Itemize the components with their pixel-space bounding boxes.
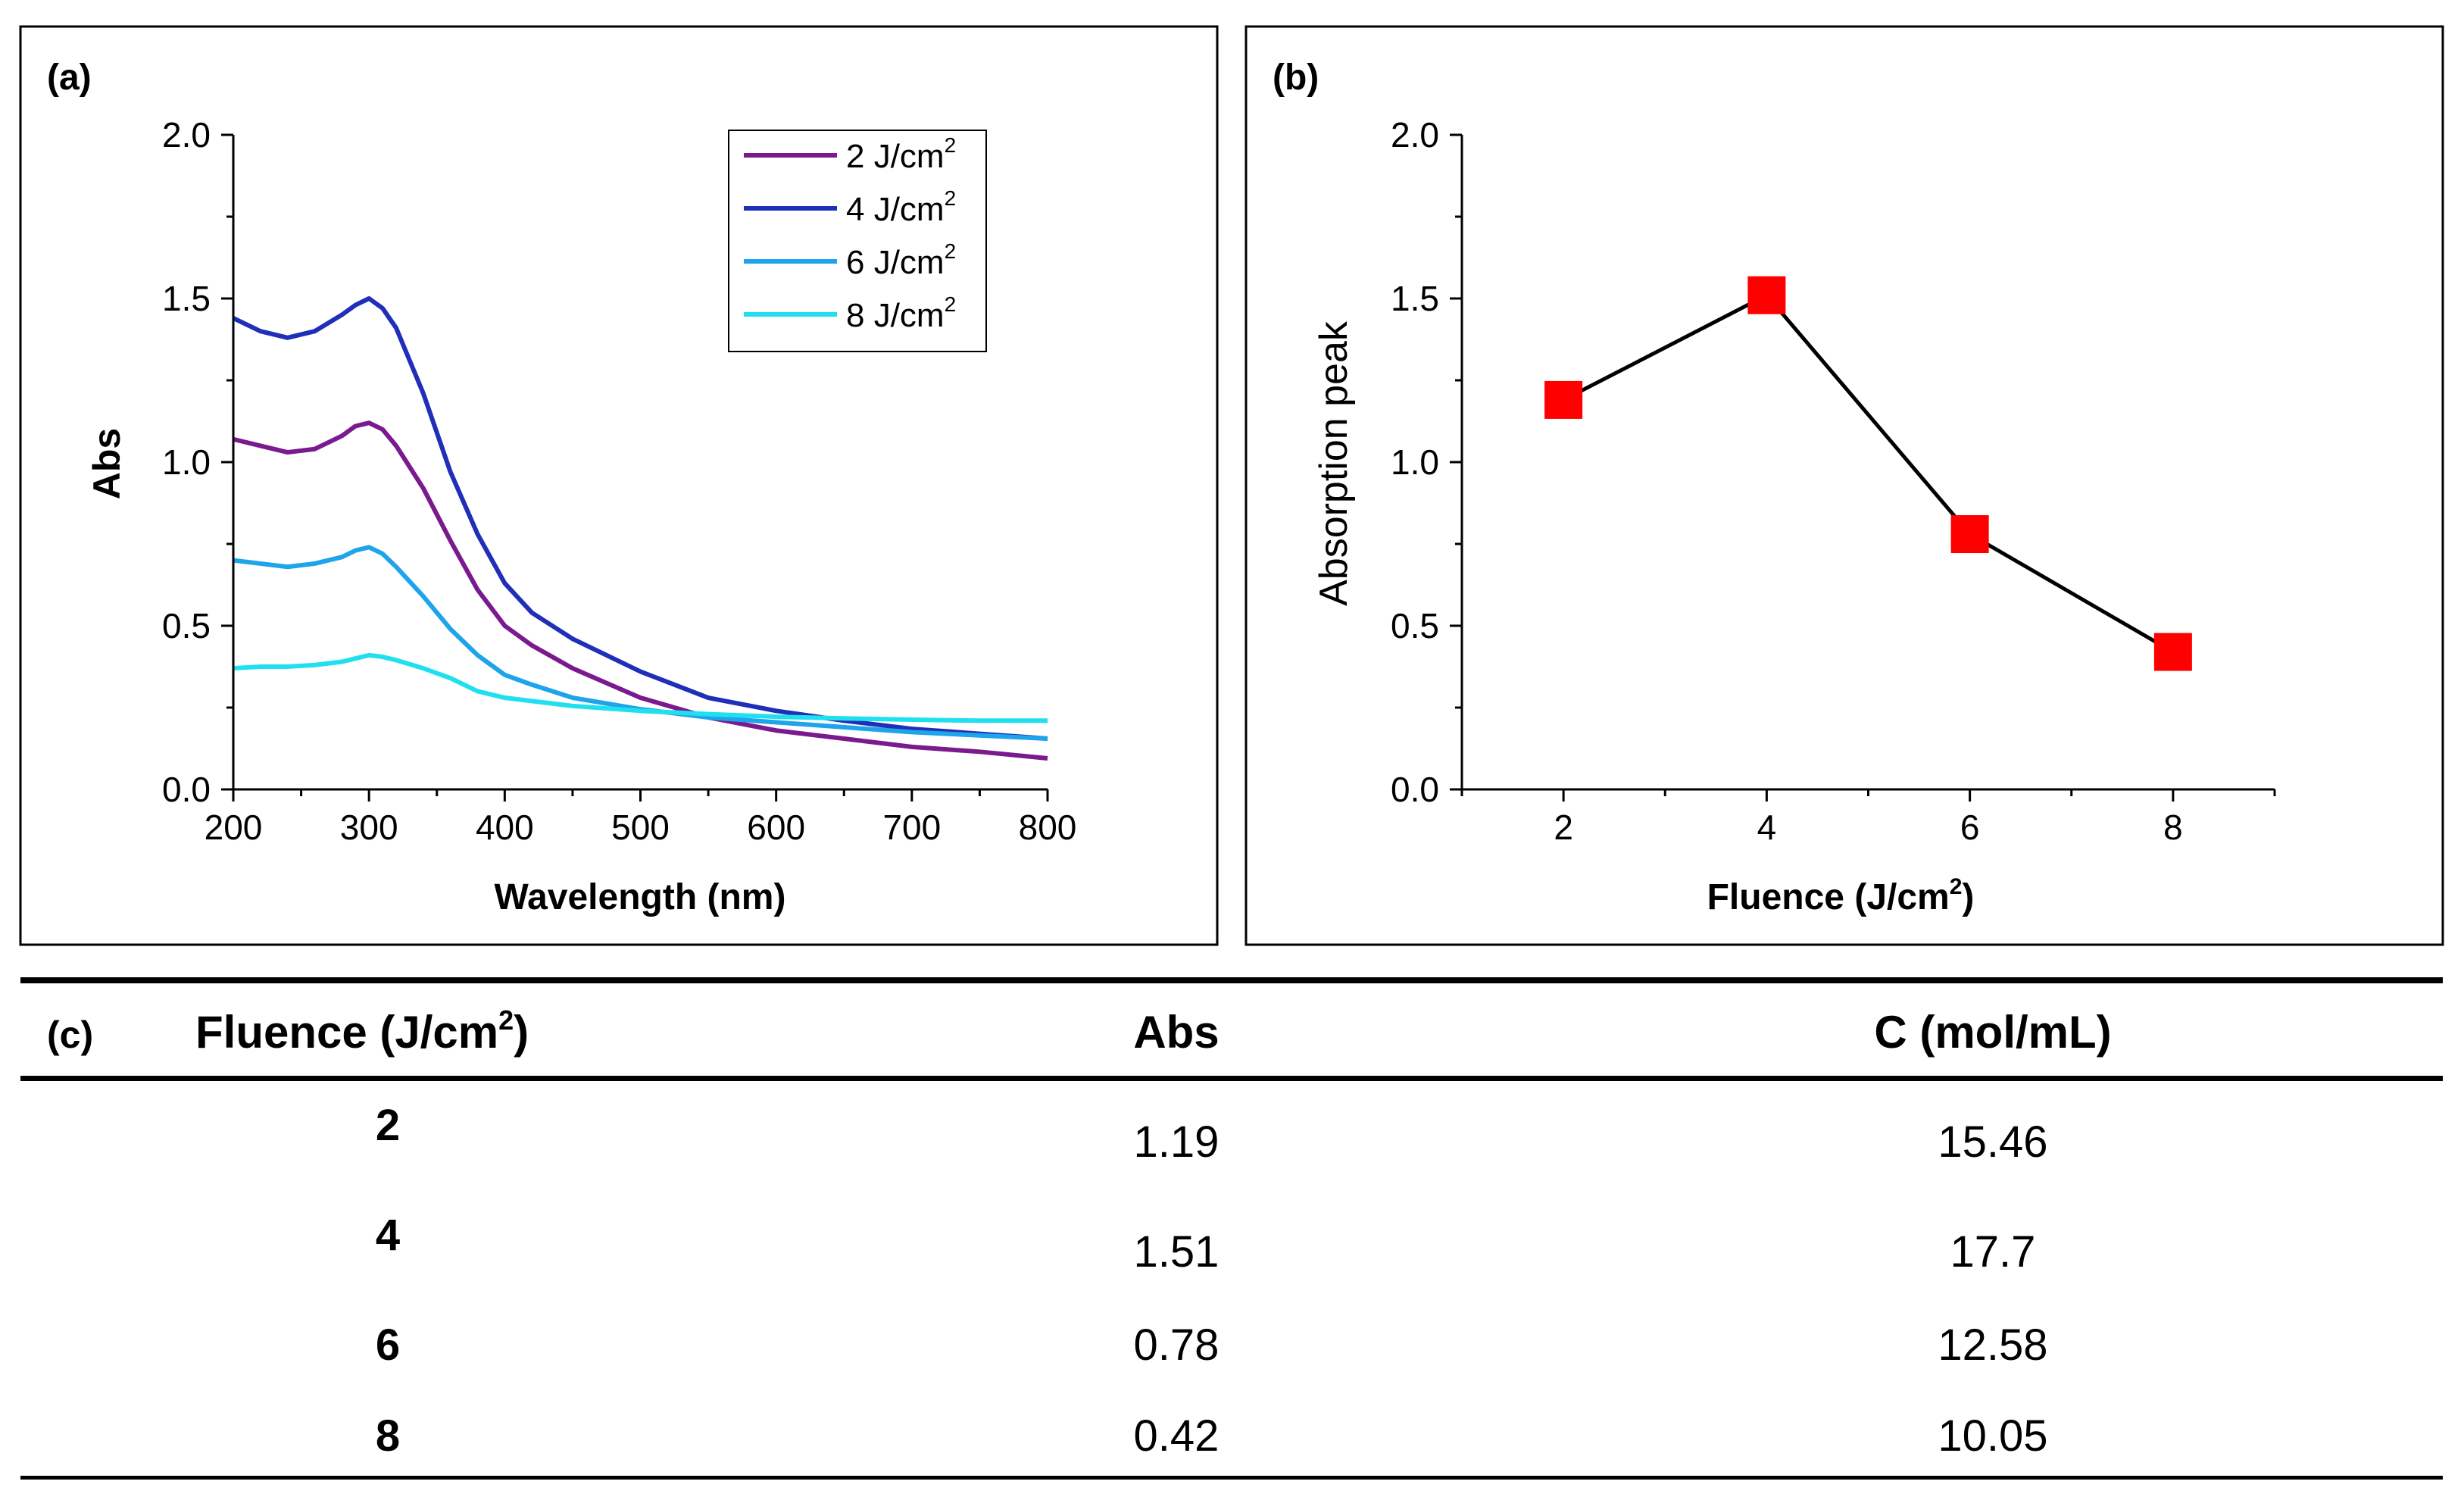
legend-label-text: 6 J/cm [846,244,945,281]
table-cell-fluence: 8 [376,1411,400,1461]
data-point-marker [1747,276,1786,314]
table-cell-abs: 0.78 [1134,1320,1220,1370]
chart-b-y-tick-label: 0.0 [1391,770,1439,809]
table-cell-fluence: 6 [376,1320,400,1370]
header-fluence: Fluence (J/cm2) [195,1005,529,1058]
legend-label-sup: 2 [945,186,957,210]
chart-b-x-label-end: ) [1962,877,1974,917]
chart-a-x-tick-label: 300 [340,808,398,847]
chart-a-x-tick-label: 600 [747,808,805,847]
chart-a: 200 300 400 500 600 700 800 0.0 0.5 1.0 1.5 2.0 Wav… [86,115,1076,917]
table-cell-abs: 1.19 [1134,1117,1220,1167]
chart-b-x-label-main: Fluence (J/cm [1707,877,1950,917]
data-point-marker [1950,515,1989,554]
table-cell-fluence: 2 [376,1101,400,1150]
data-point-marker [1544,380,1583,419]
chart-a-series [232,296,1048,761]
chart-b-x-tick-label: 4 [1757,808,1777,847]
panel-a-label: (a) [47,58,92,98]
table-cell-abs: 0.42 [1134,1411,1220,1461]
chart-a-x-tick-label: 700 [882,808,941,847]
chart-a-y-tick-label: 1.5 [162,279,211,318]
header-fluence-end: ) [514,1007,529,1058]
legend-label-sup: 2 [945,239,957,263]
series-line-2 [232,296,1048,742]
header-conc: C (mol/mL) [1874,1007,2111,1058]
chart-a-y-label: Abs [86,428,128,499]
table-c: (c) Fluence (J/cm2) Abs C (mol/mL) 2 1.19… [20,977,2443,1480]
table-cell-conc: 10.05 [1938,1411,2047,1461]
legend-label-4: 8 J/cm2 [846,292,956,334]
chart-b-y-tick-label: 1.5 [1391,279,1439,318]
legend-label-1: 2 J/cm2 [846,133,956,175]
chart-b-x-tick-label: 2 [1554,808,1573,847]
series-line-3 [233,545,1048,742]
table-header-rule [20,1076,2443,1081]
table-bottom-rule [20,1476,2443,1480]
chart-a-y-tick-label: 0.5 [162,606,211,645]
panel-b-frame [1244,25,2444,946]
legend-label-3: 6 J/cm2 [846,239,956,281]
table-body: 2 1.19 15.46 4 1.51 17.7 6 0.78 12.58 8 0.42 10.05 [376,1101,2048,1461]
chart-a-y-tick-label: 2.0 [162,115,211,155]
chart-b-x-tick-label: 8 [2163,808,2183,847]
legend-label-sup: 2 [945,292,957,316]
chart-b-y-tick-label: 1.0 [1391,442,1439,482]
chart-b-ticks: 2 4 6 8 0.0 0.5 1.0 1.5 2.0 [1391,115,2276,847]
header-fluence-sup: 2 [498,1005,514,1036]
chart-a-y-tick-label: 0.0 [162,770,211,809]
header-abs: Abs [1133,1007,1219,1058]
chart-a-x-tick-label: 500 [611,808,670,847]
chart-b-y-tick-label: 2.0 [1391,115,1439,155]
series-line-4 [233,652,1048,723]
header-fluence-main: Fluence (J/cm [195,1007,498,1058]
chart-a-y-tick-label: 1.0 [162,442,211,482]
chart-a-x-tick-label: 800 [1019,808,1077,847]
table-cell-conc: 15.46 [1938,1117,2047,1167]
chart-b-y-label: Absorption peak [1312,320,1356,606]
chart-b-x-label: Fluence (J/cm2) [1707,874,1975,917]
chart-b: 2 4 6 80.00.51.01.52.0 Fluence (J/cm2) Abso… [1312,115,2276,917]
table-cell-fluence: 4 [376,1211,400,1260]
chart-b-markers [1544,276,2192,671]
chart-b-series-line [1562,292,2175,654]
chart-a-x-tick-label: 200 [205,808,263,847]
panel-c-label: (c) [47,1014,93,1056]
chart-b-x-label-sup: 2 [1950,874,1963,899]
table-cell-abs: 1.51 [1134,1227,1220,1277]
table-top-rule [20,977,2443,983]
chart-b-y-tick-label: 0.5 [1391,606,1439,645]
chart-a-x-label: Wavelength (nm) [495,877,786,917]
table-cell-conc: 17.7 [1950,1227,2036,1277]
data-point-marker [2153,633,2192,671]
legend-label-text: 8 J/cm [846,297,945,334]
legend-label-text: 2 J/cm [846,138,945,175]
legend-label-text: 4 J/cm [846,191,945,228]
panel-a-frame [19,25,1219,946]
chart-a-ticks: 200 300 400 500 600 700 800 0.0 0.5 1.0 1.5 2.0 [162,115,1076,847]
legend-label-2: 4 J/cm2 [846,186,956,228]
chart-a-x-tick-label: 400 [476,808,534,847]
table-cell-conc: 12.58 [1938,1320,2047,1370]
chart-b-x-tick-label: 6 [1960,808,1980,847]
panel-b-label: (b) [1273,58,1319,98]
legend-label-sup: 2 [945,133,957,157]
series-line-1 [233,420,1048,761]
